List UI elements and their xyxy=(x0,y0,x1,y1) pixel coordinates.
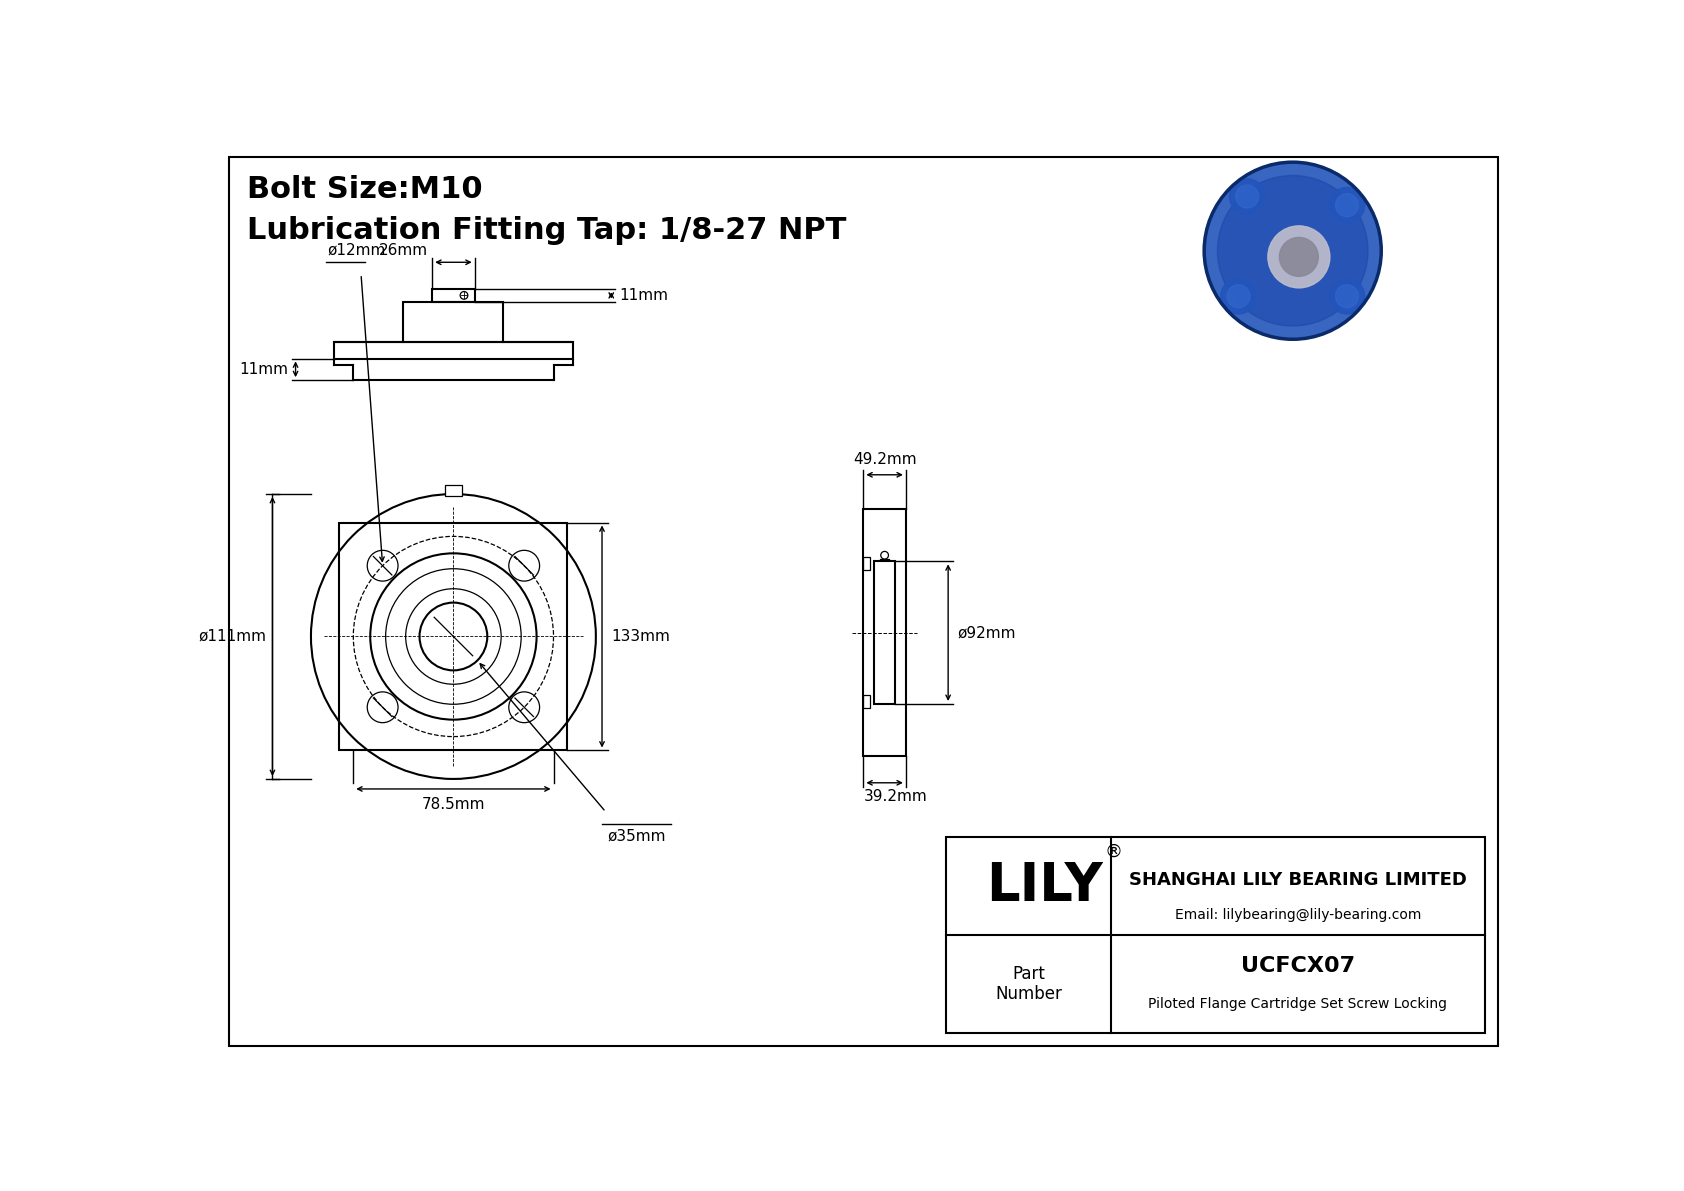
Text: Lubrication Fitting Tap: 1/8-27 NPT: Lubrication Fitting Tap: 1/8-27 NPT xyxy=(248,216,847,245)
Text: Bolt Size:M10: Bolt Size:M10 xyxy=(248,175,483,205)
Text: 11mm: 11mm xyxy=(239,362,288,376)
Circle shape xyxy=(1329,187,1364,223)
Text: ®: ® xyxy=(1105,842,1123,860)
Circle shape xyxy=(1280,237,1319,276)
Bar xyxy=(433,289,475,301)
Text: SHANGHAI LILY BEARING LIMITED: SHANGHAI LILY BEARING LIMITED xyxy=(1128,871,1467,888)
Circle shape xyxy=(1335,285,1359,307)
Bar xyxy=(404,301,504,342)
Bar xyxy=(874,561,894,704)
Text: Email: lilybearing@lily-bearing.com: Email: lilybearing@lily-bearing.com xyxy=(1175,909,1421,922)
Bar xyxy=(946,837,1485,1033)
Text: 26mm: 26mm xyxy=(379,243,428,258)
Text: UCFCX07: UCFCX07 xyxy=(1241,956,1356,977)
Bar xyxy=(333,342,573,358)
Text: 133mm: 133mm xyxy=(611,629,670,644)
Text: ø35mm: ø35mm xyxy=(608,828,665,843)
Bar xyxy=(864,510,906,756)
Text: 11mm: 11mm xyxy=(620,288,669,303)
Bar xyxy=(340,523,568,750)
Circle shape xyxy=(1236,185,1258,208)
Bar xyxy=(862,696,871,707)
Text: ø111mm: ø111mm xyxy=(199,629,266,644)
Text: Piloted Flange Cartridge Set Screw Locking: Piloted Flange Cartridge Set Screw Locki… xyxy=(1148,997,1448,1011)
Circle shape xyxy=(1335,194,1359,217)
Text: ø92mm: ø92mm xyxy=(958,625,1015,640)
Circle shape xyxy=(1228,285,1250,307)
Text: Part
Number: Part Number xyxy=(995,965,1063,1003)
Bar xyxy=(445,485,461,495)
Circle shape xyxy=(1329,279,1364,314)
Text: 39.2mm: 39.2mm xyxy=(864,788,928,804)
Circle shape xyxy=(1268,226,1330,288)
Text: 49.2mm: 49.2mm xyxy=(852,453,916,467)
Text: LILY: LILY xyxy=(987,860,1103,912)
Circle shape xyxy=(1221,279,1256,314)
Text: ø12mm: ø12mm xyxy=(328,243,386,257)
Circle shape xyxy=(1229,179,1265,214)
Circle shape xyxy=(1204,162,1381,339)
Text: 78.5mm: 78.5mm xyxy=(421,797,485,811)
Circle shape xyxy=(1218,175,1367,326)
Bar xyxy=(862,557,871,569)
